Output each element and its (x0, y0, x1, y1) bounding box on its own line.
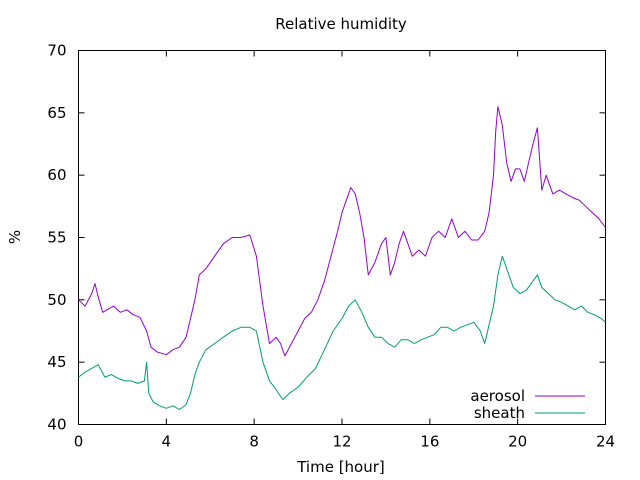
x-tick-label: 24 (596, 433, 615, 451)
y-tick-label: 50 (47, 291, 66, 309)
y-tick-label: 70 (47, 42, 66, 60)
y-tick-label: 65 (47, 104, 66, 122)
x-tick-label: 0 (74, 433, 84, 451)
y-axis-label: % (6, 230, 24, 244)
x-tick-label: 8 (249, 433, 259, 451)
legend-label-sheath: sheath (474, 404, 525, 422)
series-line-aerosol (78, 106, 606, 357)
x-tick-label: 4 (162, 433, 172, 451)
y-tick-label: 40 (47, 416, 66, 434)
x-tick-label: 20 (508, 433, 527, 451)
series-lines (78, 106, 606, 410)
x-tick-label: 12 (332, 433, 351, 451)
series-line-sheath (78, 255, 606, 410)
y-tick-label: 55 (47, 229, 66, 247)
chart-title: Relative humidity (275, 15, 407, 33)
axis-ticks: 0 4 8 12 16 20 24 40 45 50 55 60 65 70 (47, 42, 615, 451)
plot-frame (78, 50, 606, 425)
y-tick-label: 45 (47, 353, 66, 371)
x-tick-label: 16 (420, 433, 439, 451)
legend-label-aerosol: aerosol (470, 387, 525, 405)
y-tick-label: 60 (47, 166, 66, 184)
x-axis-label: Time [hour] (296, 458, 385, 476)
